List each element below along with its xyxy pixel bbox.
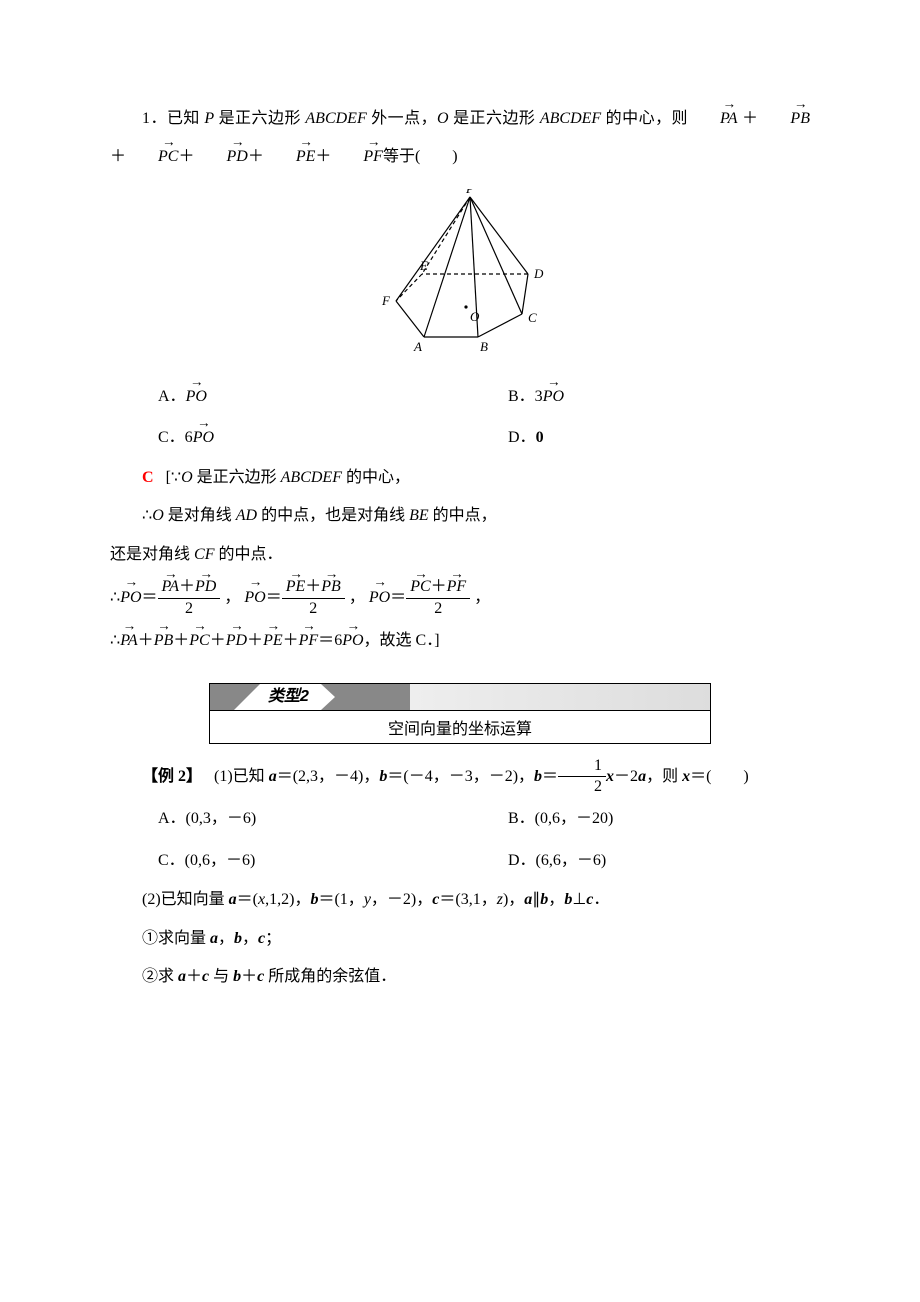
ex2-choice-b: B．(0,6，－20) <box>460 798 810 840</box>
svg-text:D: D <box>533 266 544 281</box>
frac-half: 12 <box>558 756 606 799</box>
ex2-choice-d: D．(6,6，－6) <box>460 840 810 882</box>
svg-text:P: P <box>465 189 474 196</box>
type-title: 空间向量的坐标运算 <box>210 711 710 743</box>
q1-stem: 1．已知 P 是正六边形 ABCDEF 外一点，O 是正六边形 ABCDEF 的… <box>110 100 810 177</box>
svg-text:E: E <box>419 258 428 273</box>
q1-solution-line1: C [∵O 是正六边形 ABCDEF 的中心， <box>110 459 810 497</box>
type-box: 类型2 空间向量的坐标运算 <box>209 683 711 744</box>
q1-solution-eq2: ∴PA＋PB＋PC＋PD＋PE＋PF＝6PO，故选 C．] <box>110 622 810 660</box>
ex2-choice-c: C．(0,6，－6) <box>110 840 460 882</box>
q1-choices: A．PO B．3PO C．6PO D．0 <box>110 376 810 459</box>
choice-a: A．PO <box>110 376 460 418</box>
choice-b: B．3PO <box>460 376 810 418</box>
q1-solution-eq1: ∴PO＝PA＋PD2 ， PO＝PE＋PB2 ， PO＝PC＋PF2 ， <box>110 574 810 622</box>
type-tag: 类型2 <box>260 684 321 710</box>
ex2-p1: 【例 2】 (1)已知 a＝(2,3，－4)，b＝(－4，－3，－2)，b＝12… <box>110 756 810 799</box>
svg-text:F: F <box>381 293 391 308</box>
hexagon-pyramid-diagram: P D C B A F E O <box>360 189 560 359</box>
choice-d: D．0 <box>460 417 810 459</box>
q1-figure: P D C B A F E O <box>110 189 810 364</box>
ex2-p2: (2)已知向量 a＝(x,1,2)，b＝(1，y，－2)，c＝(3,1，z)，a… <box>110 881 810 919</box>
svg-text:O: O <box>470 309 480 324</box>
q1-solution-line2: ∴O 是对角线 AD 的中点，也是对角线 BE 的中点， <box>110 497 810 535</box>
svg-text:C: C <box>528 310 537 325</box>
ex2-choice-a: A．(0,3，－6) <box>110 798 460 840</box>
ex2-label: 【例 2】 <box>142 768 202 785</box>
type-header: 类型2 <box>210 684 710 711</box>
frac-pc-pf: PC＋PF2 <box>406 577 470 620</box>
ex2-p4: ②求 a＋c 与 b＋c 所成角的余弦值． <box>110 958 810 996</box>
ex2-p3: ①求向量 a，b，c； <box>110 920 810 958</box>
choice-c: C．6PO <box>110 417 460 459</box>
ex2-choices: A．(0,3，－6) B．(0,6，－20) C．(0,6，－6) D．(6,6… <box>110 798 810 881</box>
answer-letter: C <box>142 469 154 486</box>
svg-text:B: B <box>480 339 488 354</box>
q1-number: 1． <box>142 110 167 127</box>
svg-text:A: A <box>413 339 422 354</box>
